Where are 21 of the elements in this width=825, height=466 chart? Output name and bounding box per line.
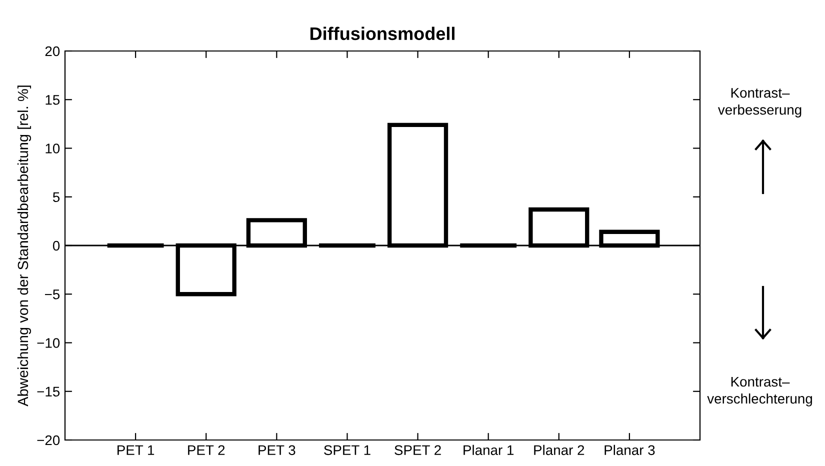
y-tick-label: −5: [44, 290, 60, 300]
chart-title: Diffusionsmodell: [310, 26, 454, 40]
x-tick-label: Planar 2: [534, 444, 584, 456]
x-tick-label: PET 1: [118, 445, 154, 455]
x-tick-label: SPET 1: [324, 445, 370, 456]
y-tick-label: 5: [52, 192, 60, 202]
y-tick-label: −10: [37, 338, 60, 348]
text: Kontrast– verbesserung: [718, 88, 802, 118]
x-tick-label: SPET 2: [394, 445, 441, 456]
text: Kontrast– verschlechterung: [707, 376, 812, 406]
y-tick-label: 0: [52, 240, 60, 251]
y-tick-label: 10: [46, 144, 60, 154]
x-tick-label: Planar 1: [464, 444, 514, 456]
y-axis-title: Abweichung von der Standardbearbeitung [rel. %]: [17, 86, 32, 406]
x-tick-label: PET 2: [188, 445, 225, 455]
y-tick-label: 20: [45, 46, 60, 56]
x-tick-label: PET 3: [258, 445, 296, 456]
x-tick-label: Planar 3: [604, 444, 655, 456]
y-tick-label: −20: [37, 435, 60, 446]
y-tick-label: −15: [37, 386, 60, 397]
y-tick-label: 15: [46, 95, 60, 105]
